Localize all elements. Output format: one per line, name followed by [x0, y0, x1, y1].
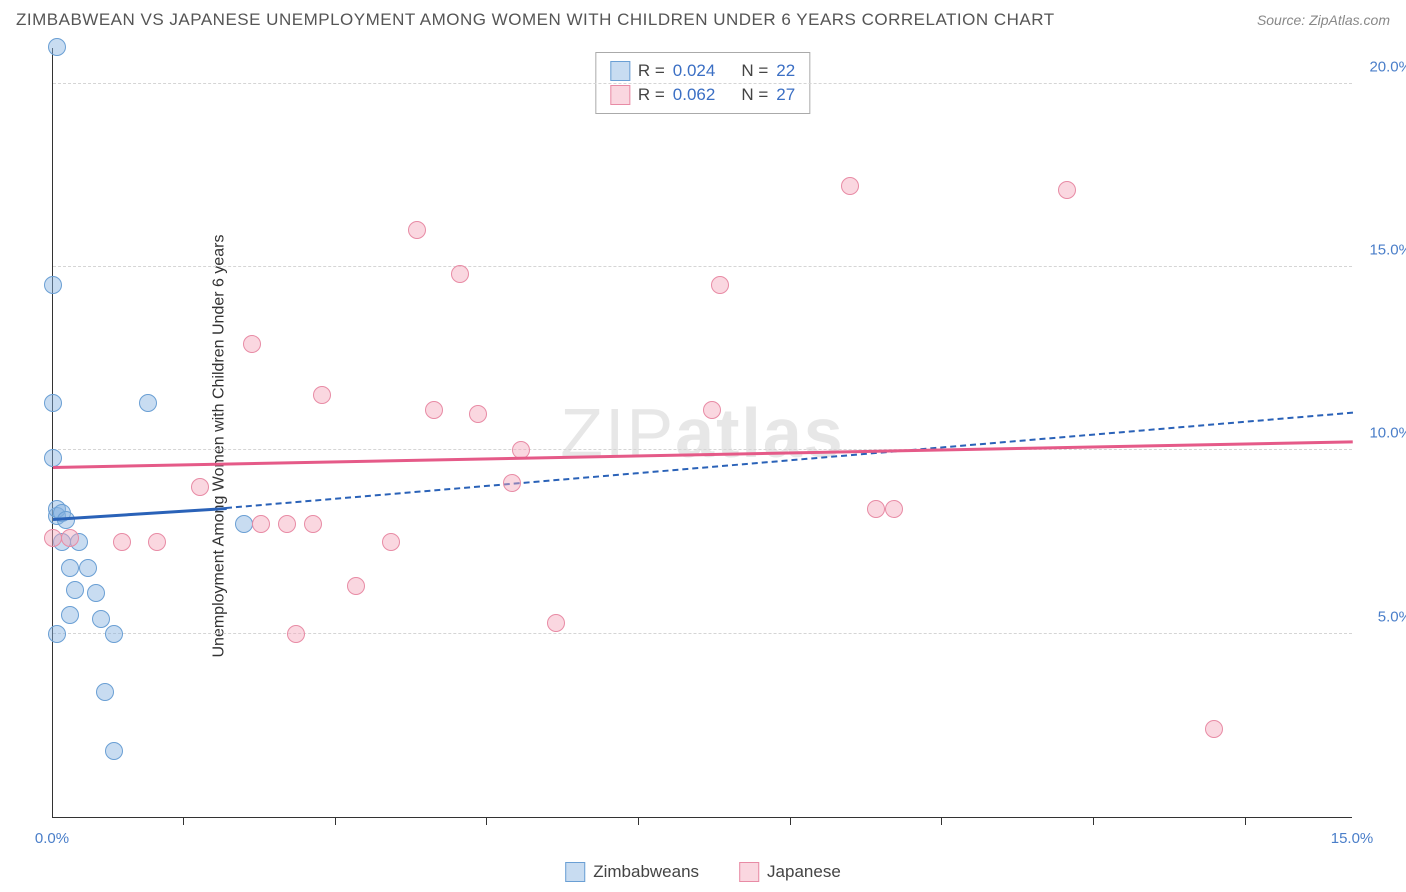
x-tick	[486, 817, 487, 825]
gridline	[53, 633, 1352, 634]
r-label: R =	[638, 61, 665, 81]
r-value: 0.062	[673, 85, 716, 105]
legend-swatch	[610, 61, 630, 81]
scatter-point	[287, 625, 305, 643]
scatter-point	[503, 474, 521, 492]
scatter-point	[235, 515, 253, 533]
scatter-point	[113, 533, 131, 551]
scatter-point	[105, 625, 123, 643]
scatter-point	[139, 394, 157, 412]
y-tick-label: 15.0%	[1357, 242, 1406, 259]
scatter-point	[347, 577, 365, 595]
legend-label: Japanese	[767, 862, 841, 882]
scatter-point	[278, 515, 296, 533]
n-label: N =	[741, 61, 768, 81]
scatter-point	[44, 394, 62, 412]
legend-item: Zimbabweans	[565, 862, 699, 882]
chart-plot-area: ZIPatlas R =0.024N =22R =0.062N =27 5.0%…	[52, 48, 1352, 818]
scatter-point	[451, 265, 469, 283]
scatter-point	[66, 581, 84, 599]
x-tick	[1093, 817, 1094, 825]
gridline	[53, 449, 1352, 450]
watermark: ZIPatlas	[560, 393, 844, 473]
trend-line	[53, 507, 226, 520]
scatter-point	[469, 405, 487, 423]
scatter-point	[61, 559, 79, 577]
watermark-bold: atlas	[675, 394, 845, 472]
scatter-point	[711, 276, 729, 294]
scatter-point	[885, 500, 903, 518]
scatter-point	[304, 515, 322, 533]
scatter-point	[96, 683, 114, 701]
y-tick-label: 20.0%	[1357, 58, 1406, 75]
legend-swatch	[610, 85, 630, 105]
x-tick	[790, 817, 791, 825]
trend-line	[53, 441, 1353, 469]
chart-source: Source: ZipAtlas.com	[1257, 12, 1390, 28]
scatter-point	[313, 386, 331, 404]
scatter-point	[191, 478, 209, 496]
scatter-point	[408, 221, 426, 239]
r-value: 0.024	[673, 61, 716, 81]
x-tick	[183, 817, 184, 825]
scatter-point	[243, 335, 261, 353]
scatter-point	[1058, 181, 1076, 199]
x-tick	[941, 817, 942, 825]
stats-legend-row: R = 0.024 N = 22	[610, 59, 795, 83]
gridline	[53, 83, 1352, 84]
x-tick	[335, 817, 336, 825]
scatter-point	[252, 515, 270, 533]
scatter-point	[547, 614, 565, 632]
legend-swatch	[565, 862, 585, 882]
y-tick-label: 5.0%	[1357, 608, 1406, 625]
r-label: R =	[638, 85, 665, 105]
scatter-point	[44, 529, 62, 547]
scatter-point	[425, 401, 443, 419]
scatter-point	[61, 606, 79, 624]
x-tick-label: 15.0%	[1331, 830, 1374, 847]
stats-legend-row: R = 0.062 N = 27	[610, 83, 795, 107]
n-value: 22	[776, 61, 795, 81]
scatter-point	[44, 449, 62, 467]
scatter-point	[44, 276, 62, 294]
x-tick-label: 0.0%	[35, 830, 69, 847]
scatter-point	[1205, 720, 1223, 738]
x-tick	[1245, 817, 1246, 825]
scatter-point	[841, 177, 859, 195]
scatter-point	[79, 559, 97, 577]
scatter-point	[703, 401, 721, 419]
scatter-point	[382, 533, 400, 551]
x-tick	[638, 817, 639, 825]
y-tick-label: 10.0%	[1357, 425, 1406, 442]
n-value: 27	[776, 85, 795, 105]
scatter-point	[48, 625, 66, 643]
scatter-point	[867, 500, 885, 518]
scatter-point	[61, 529, 79, 547]
scatter-point	[87, 584, 105, 602]
scatter-point	[148, 533, 166, 551]
scatter-point	[48, 38, 66, 56]
legend-label: Zimbabweans	[593, 862, 699, 882]
n-label: N =	[741, 85, 768, 105]
scatter-point	[92, 610, 110, 628]
legend-swatch	[739, 862, 759, 882]
series-legend: Zimbabweans Japanese	[565, 862, 841, 882]
gridline	[53, 266, 1352, 267]
chart-title: ZIMBABWEAN VS JAPANESE UNEMPLOYMENT AMON…	[16, 10, 1055, 30]
scatter-point	[105, 742, 123, 760]
legend-item: Japanese	[739, 862, 841, 882]
watermark-light: ZIP	[560, 394, 675, 472]
